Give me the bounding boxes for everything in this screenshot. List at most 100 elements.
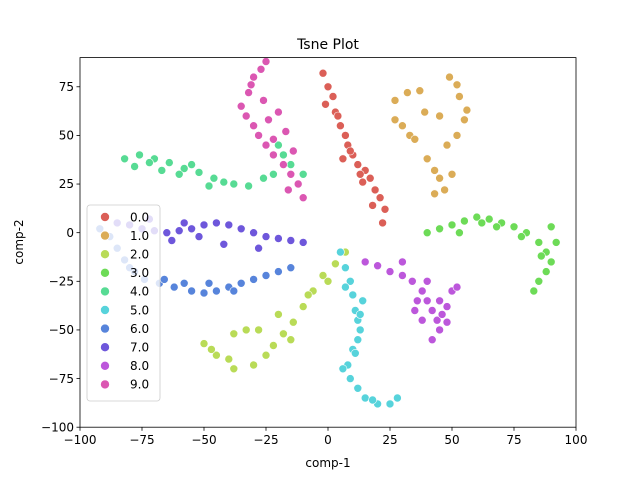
point-7.0-21 — [179, 218, 189, 228]
point-2.0-21 — [274, 310, 283, 319]
point-0.0-0 — [318, 68, 328, 78]
y-tick-label: 0 — [66, 226, 74, 240]
x-tick-label: −50 — [191, 433, 216, 447]
point-2.0-13 — [241, 325, 251, 335]
legend-marker-3.0 — [100, 267, 110, 278]
point-6.0-7 — [169, 282, 179, 292]
series-0.0 — [318, 68, 390, 228]
point-9.0-12 — [298, 193, 308, 202]
legend-label-5.0: 5.0 — [130, 303, 149, 317]
point-5.0-7 — [353, 335, 363, 345]
point-8.0-0 — [360, 257, 370, 267]
point-3.0-16 — [551, 238, 561, 247]
point-9.0-18 — [264, 115, 273, 125]
point-1.0-12 — [447, 170, 457, 179]
point-4.0-8 — [229, 179, 239, 189]
x-tick-label: 50 — [444, 433, 459, 447]
series-8.0 — [360, 257, 462, 345]
point-6.0-12 — [236, 278, 246, 288]
point-3.0-9 — [534, 238, 544, 247]
point-3.0-3 — [460, 216, 469, 226]
x-axis-label: comp-1 — [305, 456, 350, 470]
point-3.0-13 — [534, 276, 544, 286]
legend-marker-6.0 — [100, 323, 110, 334]
y-tick-label: −100 — [41, 420, 74, 434]
point-6.0-9 — [199, 288, 209, 298]
point-2.0-5 — [269, 341, 278, 350]
point-4.0-19 — [145, 158, 154, 167]
point-4.0-14 — [298, 170, 308, 179]
point-1.0-19 — [445, 72, 454, 82]
point-5.0-20 — [355, 310, 365, 319]
legend-label-1.0: 1.0 — [130, 229, 149, 243]
legend-label-6.0: 6.0 — [130, 322, 149, 336]
point-1.0-17 — [455, 92, 464, 101]
point-0.0-11 — [370, 185, 380, 195]
x-tick-label: 75 — [506, 433, 521, 447]
point-4.0-11 — [269, 170, 278, 179]
point-2.0-17 — [286, 335, 296, 345]
point-2.0-7 — [288, 317, 298, 327]
point-5.0-16 — [358, 296, 368, 306]
point-5.0-15 — [393, 393, 402, 403]
point-0.0-1 — [323, 82, 333, 92]
legend-marker-4.0 — [100, 286, 110, 297]
point-8.0-6 — [422, 296, 432, 306]
point-3.0-20 — [492, 222, 501, 232]
series-4.0 — [120, 140, 308, 191]
point-2.0-10 — [318, 271, 328, 280]
point-9.0-0 — [261, 57, 271, 66]
point-0.0-17 — [345, 146, 355, 156]
point-8.0-9 — [437, 310, 447, 319]
point-7.0-5 — [174, 226, 184, 235]
point-7.0-17 — [167, 236, 177, 245]
point-8.0-7 — [427, 306, 437, 315]
point-1.0-16 — [462, 105, 472, 115]
legend: 0.0 1.0 2.0 3.0 4.0 5.0 6.0 7.0 8.0 9.0 — [86, 204, 161, 402]
point-2.0-11 — [331, 259, 340, 269]
legend-label-9.0: 9.0 — [130, 378, 149, 392]
point-4.0-15 — [130, 162, 139, 171]
point-9.0-7 — [261, 140, 271, 150]
point-5.0-10 — [345, 374, 355, 383]
point-3.0-18 — [477, 218, 487, 228]
point-3.0-17 — [517, 232, 526, 241]
point-5.0-12 — [360, 393, 370, 403]
point-7.0-11 — [249, 228, 258, 237]
point-1.0-1 — [403, 88, 412, 97]
point-9.0-11 — [293, 179, 303, 189]
point-8.0-1 — [373, 261, 382, 271]
point-7.0-18 — [194, 232, 204, 241]
legend-marker-9.0 — [100, 379, 110, 390]
point-7.0-9 — [224, 220, 234, 230]
point-2.0-8 — [298, 302, 308, 311]
point-6.0-14 — [261, 271, 271, 280]
legend-label-8.0: 8.0 — [130, 359, 149, 373]
legend-marker-5.0 — [100, 305, 110, 315]
x-axis-ticks: −100 −75 −50 −25 0 25 50 75 100 — [64, 427, 587, 447]
point-5.0-17 — [338, 364, 348, 374]
point-4.0-18 — [204, 181, 214, 191]
point-0.0-8 — [353, 160, 363, 169]
point-9.0-17 — [246, 80, 256, 90]
point-8.0-10 — [442, 302, 452, 311]
point-7.0-14 — [286, 236, 296, 245]
point-5.0-14 — [385, 399, 395, 409]
point-4.0-6 — [209, 173, 219, 183]
point-0.0-16 — [333, 111, 343, 121]
y-tick-label: −25 — [49, 275, 74, 289]
series-5.0 — [336, 247, 402, 409]
point-4.0-5 — [194, 168, 204, 177]
series-1.0 — [390, 72, 472, 199]
point-1.0-13 — [442, 140, 452, 150]
point-7.0-4 — [162, 228, 172, 237]
point-3.0-14 — [529, 286, 539, 296]
point-9.0-10 — [286, 170, 296, 179]
point-7.0-10 — [236, 224, 246, 234]
point-3.0-4 — [472, 212, 482, 222]
point-2.0-14 — [229, 329, 239, 339]
point-8.0-15 — [410, 306, 420, 315]
point-8.0-21 — [412, 296, 422, 306]
point-5.0-6 — [355, 325, 365, 335]
